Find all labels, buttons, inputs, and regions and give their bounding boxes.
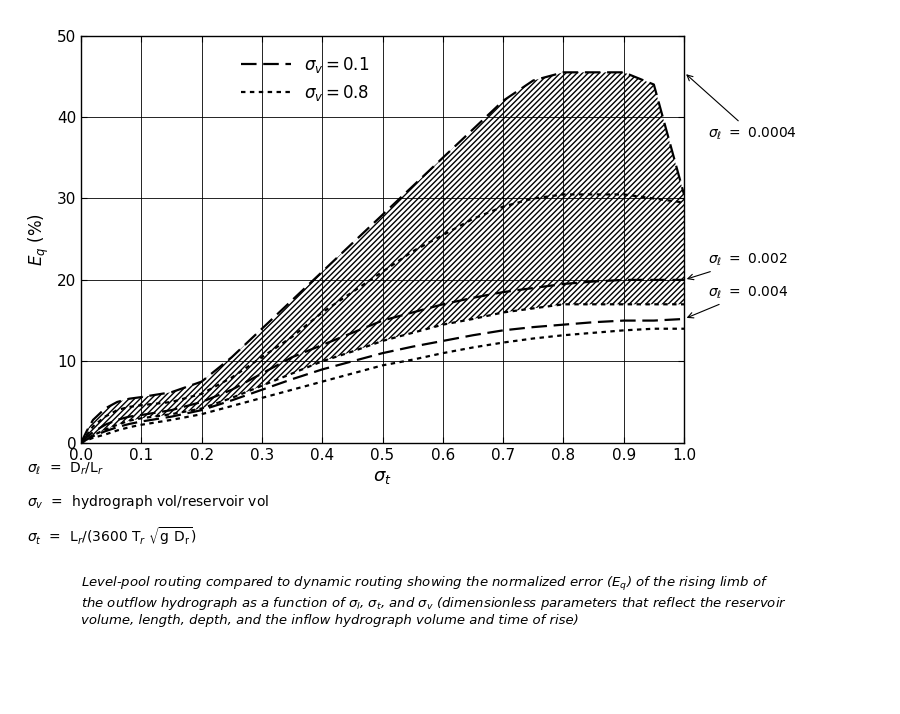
Text: $\sigma_{\ell}$  =  D$_r$/L$_r$: $\sigma_{\ell}$ = D$_r$/L$_r$ xyxy=(27,461,104,477)
Legend: $\sigma_v = 0.1$, $\sigma_v = 0.8$: $\sigma_v = 0.1$, $\sigma_v = 0.8$ xyxy=(234,48,376,110)
Text: $\sigma_{\ell}\ =\ 0.0004$: $\sigma_{\ell}\ =\ 0.0004$ xyxy=(687,75,797,142)
Y-axis label: $E_q$ (%): $E_q$ (%) xyxy=(27,213,51,266)
Text: $\sigma_v$  =  hydrograph vol/reservoir vol: $\sigma_v$ = hydrograph vol/reservoir vo… xyxy=(27,493,269,511)
Text: $\sigma_t$  =  L$_r$/(3600 T$_r$ $\sqrt{\mathregular{g\ D_r}}$): $\sigma_t$ = L$_r$/(3600 T$_r$ $\sqrt{\m… xyxy=(27,525,196,547)
Text: $\sigma_{\ell}\ =\ 0.004$: $\sigma_{\ell}\ =\ 0.004$ xyxy=(688,284,788,318)
Text: $\sigma_t$: $\sigma_t$ xyxy=(374,468,392,486)
Text: Level-pool routing compared to dynamic routing showing the normalized error ($E_: Level-pool routing compared to dynamic r… xyxy=(81,575,787,627)
Text: $\sigma_{\ell}\ =\ 0.002$: $\sigma_{\ell}\ =\ 0.002$ xyxy=(688,251,788,280)
